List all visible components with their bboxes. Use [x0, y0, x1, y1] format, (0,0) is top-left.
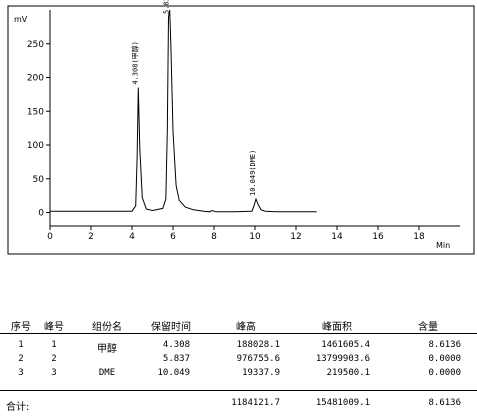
cell-seq: 2 — [18, 354, 24, 364]
cell-seq: 3 — [18, 368, 24, 378]
x-tick-label: 18 — [413, 232, 425, 242]
y-tick-label: 50 — [33, 175, 45, 185]
header-area: 峰面积 — [322, 322, 352, 333]
peak-labels: 4.308(甲醇) 5.837 10.049(DME) — [130, 0, 257, 196]
cell-height: 976755.6 — [236, 354, 280, 364]
total-height: 1184121.7 — [231, 398, 280, 408]
y-tick-label: 200 — [27, 74, 44, 84]
y-ticks: 0 50 100 150 200 250 — [27, 40, 50, 219]
header-content: 含量 — [418, 322, 438, 333]
cell-retention: 4.308 — [162, 340, 190, 350]
total-rule — [0, 390, 477, 391]
total-content: 8.6136 — [428, 398, 461, 408]
x-unit-label: Min — [436, 241, 450, 250]
cell-retention: 5.837 — [162, 354, 190, 364]
cell-retention: 10.049 — [157, 368, 190, 378]
header-rule — [0, 333, 477, 334]
header-peak: 峰号 — [44, 322, 64, 333]
cell-peak: 2 — [51, 354, 57, 364]
cell-content: 0.0000 — [428, 368, 461, 378]
cell-area: 1461605.4 — [321, 340, 370, 350]
cell-peak: 3 — [51, 368, 57, 378]
cell-component: DME — [98, 368, 116, 378]
peak-annotation: 10.049(DME) — [249, 150, 257, 196]
table-row: 2 2 5.837 976755.6 13799903.6 0.0000 — [0, 354, 477, 368]
y-unit-label: mV — [14, 15, 28, 24]
x-tick-label: 8 — [211, 232, 217, 242]
x-tick-label: 10 — [249, 232, 261, 242]
table-header: 序号 峰号 组份名 保留时间 峰高 峰面积 含量 — [0, 318, 477, 333]
cell-area: 219500.1 — [326, 368, 370, 378]
cell-height: 188028.1 — [236, 340, 280, 350]
header-height: 峰高 — [236, 322, 256, 333]
peak-annotation: 4.308(甲醇) — [130, 41, 139, 85]
cell-content: 8.6136 — [428, 340, 461, 350]
total-area: 15481009.1 — [315, 398, 370, 408]
x-tick-label: 16 — [372, 232, 384, 242]
chromatogram-chart: mV Min 0 2 4 6 8 10 12 14 16 18 0 50 100 150 200 250 4… — [7, 0, 475, 255]
x-tick-label: 0 — [47, 232, 53, 242]
header-component: 组份名 — [92, 322, 122, 333]
y-tick-label: 100 — [27, 141, 44, 151]
cell-peak: 1 — [51, 340, 57, 350]
y-tick-label: 250 — [27, 40, 44, 50]
cell-area: 13799903.6 — [315, 354, 370, 364]
cell-seq: 1 — [18, 340, 24, 350]
x-tick-label: 2 — [88, 232, 94, 242]
x-tick-label: 4 — [129, 232, 135, 242]
chromatogram-trace — [50, 9, 317, 213]
plot-frame — [7, 5, 475, 255]
peak-annotation: 5.837 — [163, 0, 171, 14]
cell-component: 甲醇 — [97, 344, 117, 355]
x-ticks: 0 2 4 6 8 10 12 14 16 18 — [47, 226, 425, 242]
table-row: 3 3 DME 10.049 19337.9 219500.1 0.0000 — [0, 368, 477, 382]
x-tick-label: 12 — [290, 232, 301, 242]
cell-height: 19337.9 — [242, 368, 280, 378]
total-label: 合计: — [6, 402, 30, 413]
header-retention: 保留时间 — [151, 322, 191, 333]
header-seq: 序号 — [11, 322, 31, 333]
cell-content: 0.0000 — [428, 354, 461, 364]
y-tick-label: 150 — [27, 107, 44, 117]
total-row: 合计: 1184121.7 15481009.1 8.6136 — [0, 398, 477, 413]
x-tick-label: 14 — [331, 232, 343, 242]
y-tick-label: 0 — [38, 209, 44, 219]
x-tick-label: 6 — [170, 232, 176, 242]
table-row: 1 1 甲醇 4.308 188028.1 1461605.4 8.6136 — [0, 340, 477, 355]
